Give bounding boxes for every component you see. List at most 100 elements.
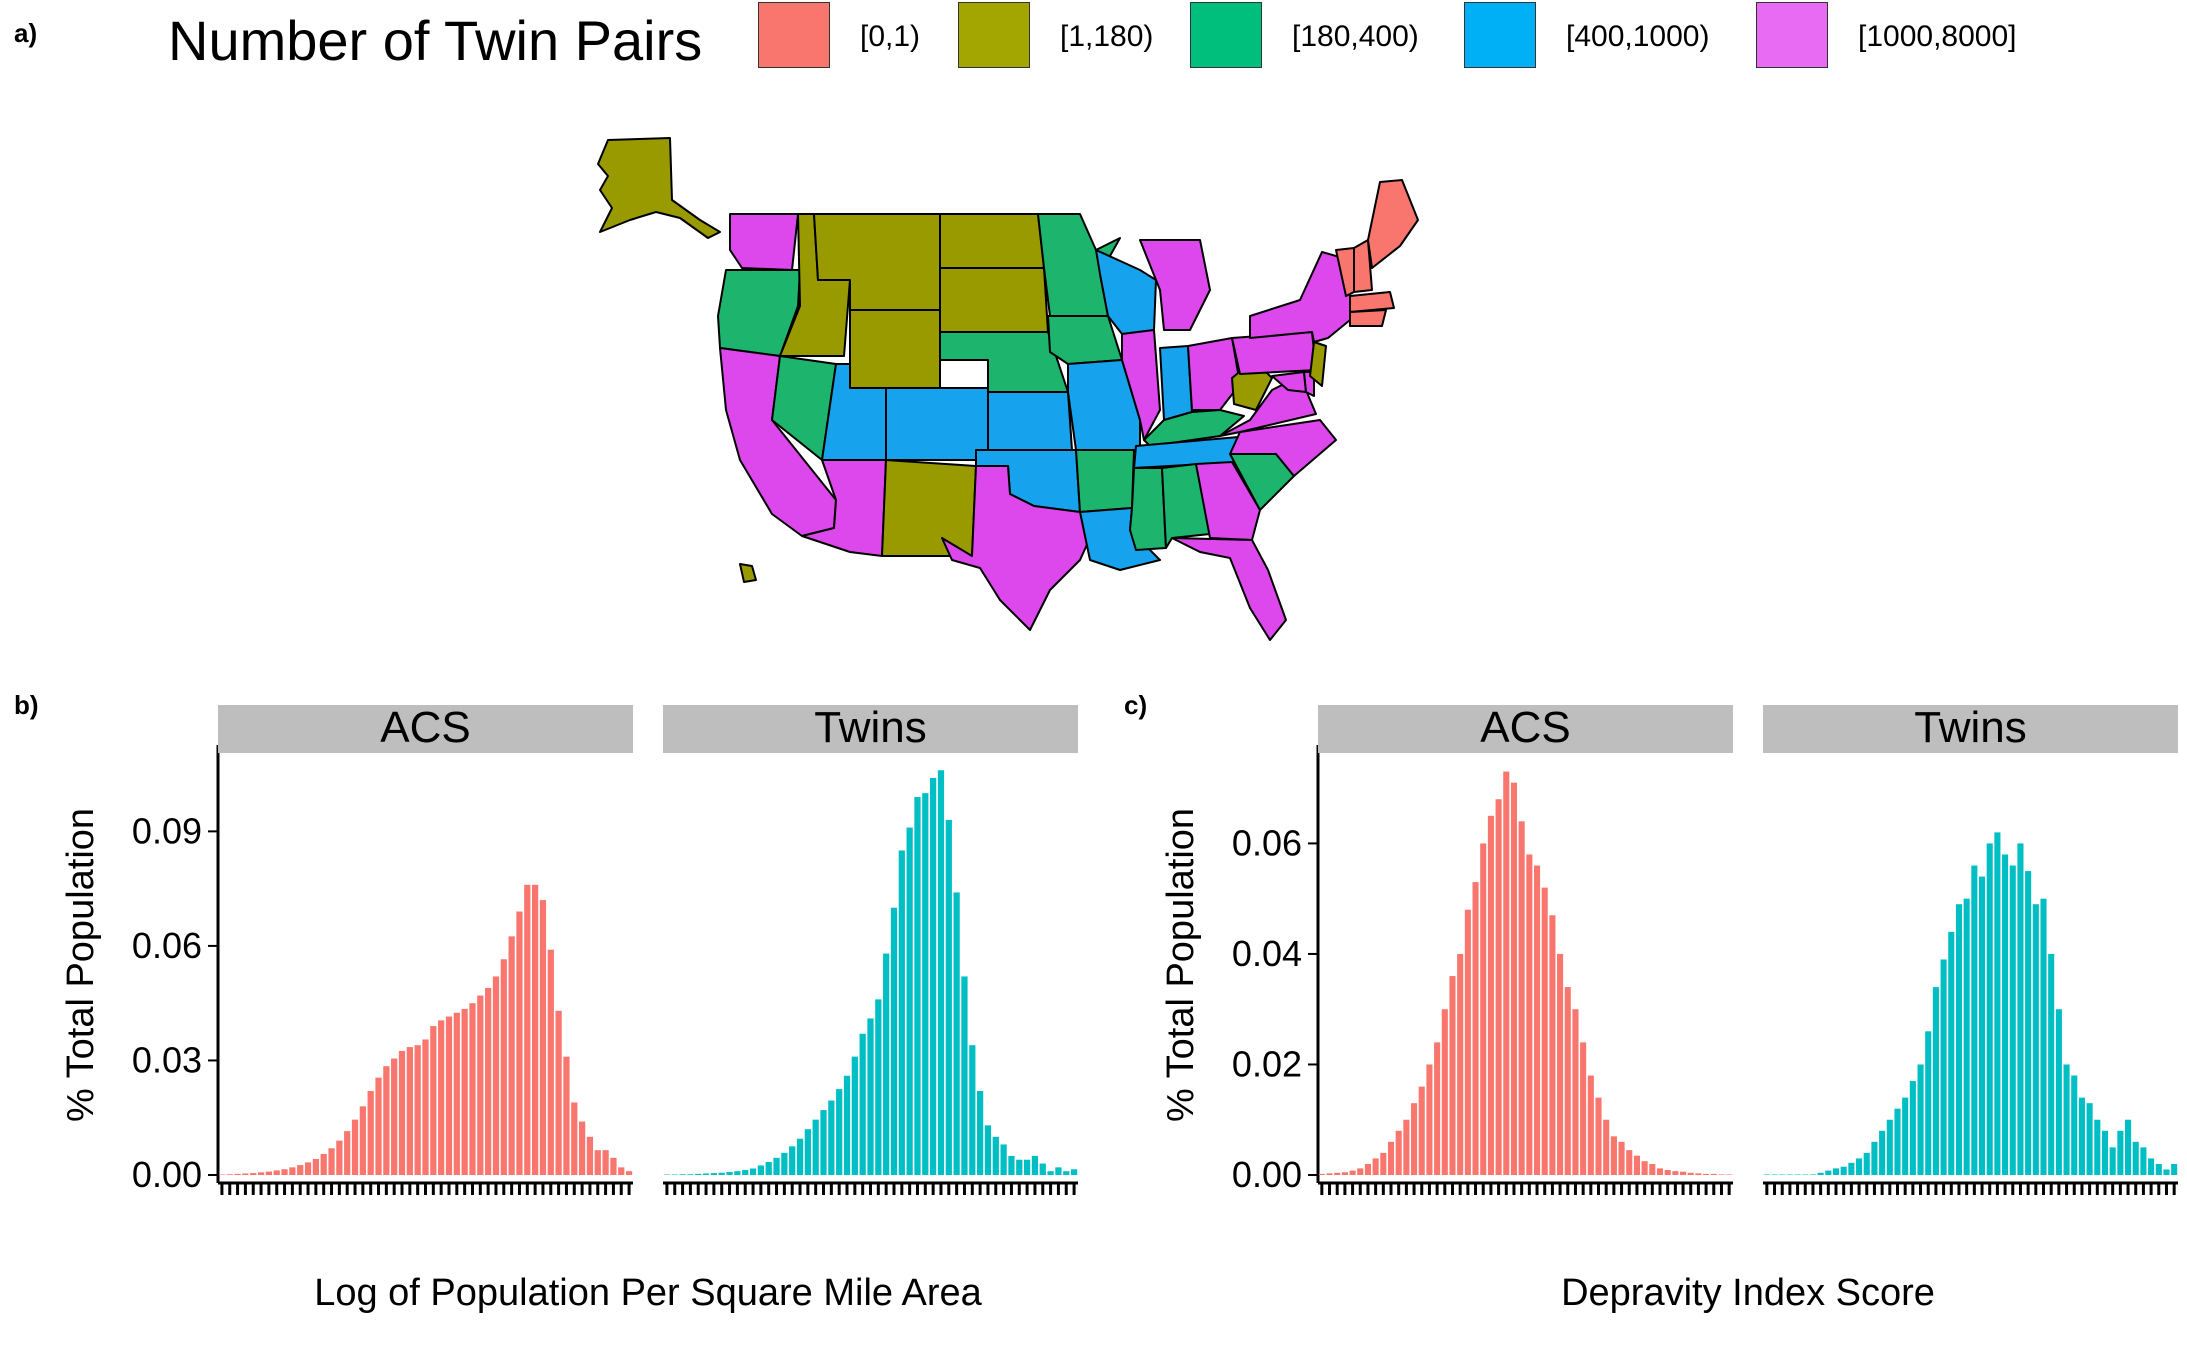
panel-b-bar-1-43: [1000, 1144, 1007, 1175]
panel-b-bar-1-44: [1008, 1155, 1015, 1175]
legend-label-4: [1000,8000]: [1858, 20, 2017, 53]
panel-b-bar-1-21: [828, 1100, 835, 1175]
panel-b-bar-0-4: [250, 1173, 257, 1175]
panel-c-bar-0-3: [1341, 1172, 1348, 1175]
panel-b-bar-0-20: [375, 1077, 382, 1175]
panel-c-bar-0-47: [1680, 1171, 1687, 1175]
panel-c-bar-1-21: [1925, 1031, 1932, 1175]
panel-b-strip-label-0: ACS: [380, 705, 470, 752]
panel-b-bar-1-23: [843, 1075, 851, 1175]
panel-c-bar-0-10: [1395, 1130, 1402, 1175]
panel-c-bar-1-32: [2009, 865, 2016, 1175]
panel-c-bar-0-15: [1434, 1042, 1441, 1175]
legend-key-1: [958, 2, 1030, 68]
panel-c-bar-1-3: [1786, 1174, 1793, 1175]
panel-c-bar-0-46: [1672, 1171, 1679, 1175]
panel-b-bar-1-2: [679, 1174, 686, 1175]
panel-c-bar-1-52: [2163, 1169, 2170, 1175]
state-new-hampshire: [1353, 239, 1373, 293]
panel-b-bar-0-35: [492, 976, 500, 1175]
legend-title: Number of Twin Pairs: [168, 9, 703, 72]
panel-c-bar-1-48: [2132, 1141, 2139, 1175]
panel-b-bar-1-22: [836, 1089, 843, 1175]
panel-b-bar-1-26: [867, 1018, 874, 1175]
panel-c-bar-0-37: [1603, 1119, 1610, 1175]
panel-b-bar-1-32: [914, 797, 921, 1175]
panel-c-bar-0-20: [1472, 882, 1479, 1175]
state-georgia: [1195, 461, 1261, 541]
panel-c-bar-0-49: [1695, 1173, 1702, 1175]
panel-b-bar-0-22: [391, 1058, 398, 1175]
panel-b-bar-0-27: [430, 1026, 437, 1175]
panel-b-strip-0: [218, 705, 633, 753]
panel-b-bar-0-44: [563, 1056, 570, 1175]
state-maine: [1367, 179, 1419, 269]
panel-b-bar-0-6: [265, 1171, 273, 1175]
panel-c-bar-1-24: [1948, 931, 1955, 1175]
panel-b-bar-0-42: [547, 949, 554, 1175]
panel-b-bar-0-8: [281, 1169, 288, 1175]
panel-c-bar-0-9: [1387, 1141, 1395, 1175]
panel-b-bar-1-42: [992, 1136, 999, 1175]
state-north-dakota: [939, 213, 1045, 269]
panel-c-bar-0-24: [1503, 771, 1510, 1175]
panel-b-bar-1-47: [1031, 1155, 1039, 1175]
panel-c-bar-0-52: [1718, 1174, 1725, 1175]
panel-b-bar-1-5: [702, 1173, 710, 1175]
panel-c-bar-0-0: [1318, 1173, 1325, 1175]
panel-c-bar-0-21: [1480, 843, 1487, 1175]
panel-b-bar-1-45: [1016, 1159, 1023, 1175]
panel-c-ytick-label-0: 0.00: [1232, 1154, 1302, 1195]
panel-b-ylabel: % Total Population: [60, 808, 102, 1122]
panel-b-bar-0-16: [344, 1131, 351, 1175]
panel-b-bar-0-47: [586, 1136, 594, 1175]
panel-b-xlabel: Log of Population Per Square Mile Area: [314, 1272, 982, 1314]
state-south-dakota: [939, 267, 1049, 333]
panel-a-label: a): [14, 18, 38, 48]
panel-c-bar-1-35: [2032, 904, 2039, 1175]
legend-key-3: [1464, 2, 1536, 68]
panel-b-bar-1-24: [851, 1056, 858, 1175]
us-states-map: [597, 137, 1419, 641]
panel-c-bar-1-49: [2140, 1147, 2147, 1175]
panel-b-bar-0-40: [532, 884, 539, 1175]
panel-b-bar-0-49: [602, 1150, 609, 1175]
state-michigan: [1139, 239, 1211, 331]
panel-c-ytick-label-2: 0.04: [1232, 933, 1302, 974]
panel-c-ylabel: % Total Population: [1160, 808, 1202, 1122]
panel-b-bar-1-37: [953, 892, 960, 1175]
panel-b-ytick-label-3: 0.09: [132, 810, 202, 851]
panel-c-bar-0-19: [1464, 909, 1471, 1175]
panel-b-bar-1-46: [1023, 1159, 1031, 1175]
state-new-mexico: [881, 459, 977, 557]
panel-b-bar-1-38: [961, 976, 968, 1175]
map-legend: Number of Twin Pairs [0,1) [1,180) [180,…: [168, 0, 2068, 80]
panel-b-bar-0-7: [273, 1170, 280, 1175]
panel-c-bar-0-14: [1426, 1064, 1433, 1175]
panel-b-bar-1-40: [977, 1091, 984, 1175]
panel-c-bar-0-12: [1411, 1103, 1418, 1175]
panel-b-bar-0-52: [625, 1171, 633, 1175]
panel-c-bar-1-44: [2101, 1130, 2109, 1175]
panel-b-bar-1-31: [906, 827, 913, 1175]
panel-b-bar-1-48: [1039, 1163, 1046, 1175]
panel-b-bar-0-36: [500, 959, 507, 1175]
legend-label-2: [180,400): [1292, 20, 1419, 53]
state-wyoming: [849, 309, 941, 389]
panel-c-bar-1-6: [1809, 1174, 1816, 1175]
panel-c-bar-1-13: [1863, 1152, 1870, 1175]
panel-c-bar-1-20: [1917, 1064, 1924, 1175]
panel-c-bar-0-53: [1726, 1174, 1733, 1175]
panel-b-bar-0-30: [453, 1012, 460, 1175]
state-indiana: [1159, 345, 1193, 421]
panel-c-bar-1-50: [2148, 1158, 2155, 1175]
panel-b-ytick-label-1: 0.03: [132, 1039, 202, 1080]
panel-b-bar-1-28: [883, 953, 890, 1175]
panel-c-bar-1-27: [1971, 865, 1978, 1175]
panel-b-bar-0-39: [524, 884, 531, 1175]
panel-c-strip-label-1: Twins: [1914, 705, 2026, 752]
panel-c-ytick-label-3: 0.06: [1232, 822, 1302, 863]
panel-c-bar-1-19: [1909, 1081, 1916, 1175]
panel-c-bar-1-33: [2017, 843, 2024, 1175]
state-connecticut-ri: [1349, 309, 1387, 327]
